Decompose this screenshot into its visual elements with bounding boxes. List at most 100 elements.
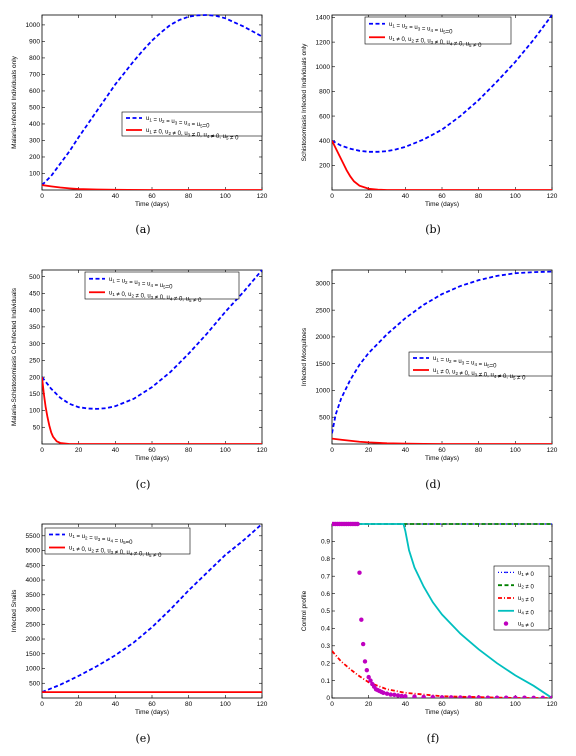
y-tick-label: 450 — [29, 291, 40, 298]
y-tick-label: 3000 — [26, 607, 41, 614]
series-point-5 — [399, 693, 404, 698]
chart-panel-f: 0 20 40 60 80 100 120 0 0.1 0.2 0.3 0.4 0.5 0.6 0.7 0.8… — [301, 521, 558, 745]
legend: u1 = u2 = u3 = u4 = u5=0u1 ≠ 0, u2 ≠ 0, … — [121, 111, 263, 142]
legend-label: u1 ≠ 0, u2 ≠ 0, u3 ≠ 0, u4 ≠ 0, u5 ≠ 0 — [109, 290, 202, 304]
y-tick-label: 4500 — [26, 562, 41, 569]
y-axis-label: Control profile — [301, 590, 308, 631]
legend-label: u1 ≠ 0, u2 ≠ 0, u3 ≠ 0, u4 ≠ 0, u5 ≠ 0 — [69, 546, 162, 560]
series-point-5 — [531, 695, 536, 698]
x-tick-label: 40 — [402, 447, 410, 454]
x-tick-label: 20 — [75, 701, 83, 708]
x-tick-label: 20 — [365, 701, 373, 708]
y-tick-label: 1000 — [316, 388, 331, 395]
legend-label: u5 ≠ 0 — [518, 622, 534, 630]
y-axis-label: Schistosomiasis Infected Individuals onl… — [301, 43, 308, 162]
series-point-5 — [421, 694, 426, 698]
legend-label: u1 = u2 = u3 = u4 = u5=0 — [389, 22, 453, 36]
series-point-5 — [540, 695, 546, 698]
panel-caption: (f) — [427, 732, 440, 745]
y-axis-label: Malaria-Infected Individuals only — [11, 55, 18, 149]
x-tick-label: 80 — [475, 701, 483, 708]
legend-label: u1 ≠ 0 — [518, 570, 534, 578]
x-tick-label: 100 — [510, 193, 521, 200]
y-tick-label: 1400 — [316, 15, 331, 22]
legend-label: u1 = u2 = u3 = u4 = u5=0 — [433, 356, 497, 370]
x-tick-label: 40 — [112, 701, 120, 708]
series-point-5 — [503, 695, 509, 698]
series-point-5 — [359, 617, 364, 622]
y-tick-label: 1500 — [26, 651, 41, 658]
x-axis-label: Time (days) — [135, 201, 169, 208]
y-tick-label: 300 — [29, 341, 40, 348]
y-tick-label: 0.5 — [321, 608, 330, 615]
y-tick-label: 4000 — [26, 577, 41, 584]
x-axis-label: Time (days) — [135, 455, 169, 462]
x-tick-label: 120 — [257, 193, 268, 200]
y-tick-label: 0.6 — [321, 591, 330, 598]
legend-label: u2 ≠ 0 — [518, 583, 534, 591]
legend-box — [84, 271, 240, 300]
series-line-2 — [42, 184, 262, 190]
series-point-5 — [362, 659, 368, 664]
chart-panel-c: 0 20 40 60 80 100 120 50 100 150 200 250 300 350 400 45… — [11, 269, 268, 491]
y-tick-label: 0.9 — [321, 539, 330, 546]
panel-caption: (b) — [425, 223, 441, 236]
y-tick-label: 600 — [319, 113, 330, 120]
plot-area — [41, 14, 263, 191]
series-group — [42, 269, 262, 444]
y-tick-label: 50 — [33, 424, 41, 431]
series-group — [332, 521, 552, 698]
series-group — [332, 14, 552, 190]
y-tick-label: 900 — [29, 39, 40, 46]
y-tick-label: 3000 — [316, 281, 331, 288]
x-tick-label: 100 — [220, 701, 231, 708]
y-axis-label: Infected Snails — [11, 589, 18, 632]
y-tick-label: 600 — [29, 88, 40, 95]
series-point-5 — [392, 692, 397, 698]
x-tick-label: 60 — [148, 447, 156, 454]
series-point-5 — [485, 695, 491, 698]
chart-panel-a: 0 20 40 60 80 100 120 100 200 300 400 500 600 700 800 9… — [11, 14, 268, 236]
panel-caption: (e) — [135, 732, 150, 745]
series-point-5 — [368, 678, 373, 683]
series-point-5 — [476, 695, 481, 698]
y-tick-label: 700 — [29, 72, 40, 79]
series-point-5 — [366, 674, 371, 680]
series-point-5 — [430, 694, 436, 698]
legend-box — [493, 565, 550, 631]
series-point-5 — [467, 695, 472, 698]
y-tick-label: 5000 — [26, 548, 41, 555]
legend: u1 = u2 = u3 = u4 = u5=0u1 ≠ 0, u2 ≠ 0, … — [408, 351, 553, 382]
series-point-5 — [458, 695, 463, 698]
y-tick-label: 2000 — [316, 334, 331, 341]
series-point-5 — [494, 695, 500, 698]
y-tick-label: 1200 — [316, 39, 331, 46]
x-tick-label: 40 — [402, 701, 410, 708]
x-tick-label: 100 — [510, 701, 521, 708]
series-line-1 — [332, 270, 552, 434]
x-tick-label: 120 — [547, 447, 558, 454]
series-point-5 — [439, 695, 445, 698]
legend-label: u1 ≠ 0, u2 ≠ 0, u3 ≠ 0, u4 ≠ 0, u5 ≠ 0 — [146, 128, 239, 142]
x-tick-label: 120 — [547, 193, 558, 200]
x-tick-label: 120 — [257, 701, 268, 708]
y-tick-label: 100 — [29, 171, 40, 178]
x-tick-label: 0 — [330, 701, 334, 708]
series-line-1 — [332, 14, 552, 153]
panel-caption: (c) — [136, 478, 151, 491]
y-tick-label: 1000 — [26, 22, 41, 29]
legend-marker-1 — [505, 571, 507, 574]
x-tick-label: 40 — [402, 193, 410, 200]
series-point-5 — [513, 695, 518, 698]
series-line-1 — [42, 269, 262, 410]
x-tick-label: 120 — [257, 447, 268, 454]
y-tick-label: 2500 — [316, 307, 331, 314]
legend-label: u1 = u2 = u3 = u4 = u5=0 — [109, 277, 173, 291]
y-tick-label: 200 — [319, 163, 330, 170]
x-tick-label: 80 — [185, 193, 193, 200]
series-point-5 — [357, 570, 362, 575]
x-tick-label: 20 — [365, 447, 373, 454]
panel-caption: (d) — [425, 478, 441, 491]
y-tick-label: 0.2 — [321, 660, 330, 667]
legend: u1 = u2 = u3 = u4 = u5=0u1 ≠ 0, u2 ≠ 0, … — [44, 527, 191, 560]
